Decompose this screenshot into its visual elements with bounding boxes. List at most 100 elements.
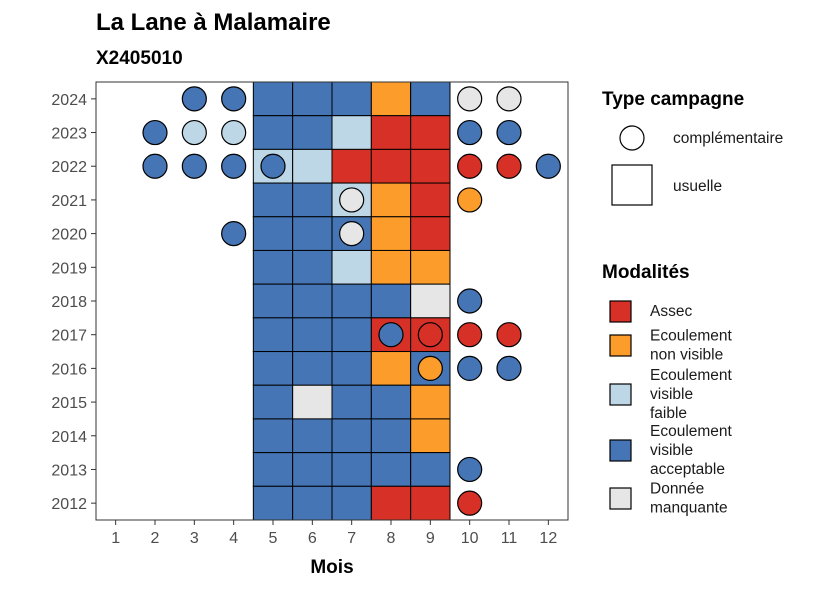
tile-2013-8 — [370, 452, 412, 487]
x-tick-label: 9 — [426, 530, 435, 547]
point-2024-4 — [221, 86, 247, 112]
y-tick-label: 2017 — [51, 328, 87, 345]
tile-2022-9 — [410, 148, 451, 184]
tile-2015-9 — [410, 384, 451, 420]
legend-key-assec — [609, 300, 632, 323]
tile-2023-9 — [410, 115, 451, 150]
tile-2021-5 — [252, 182, 294, 218]
tile-2013-7 — [331, 452, 372, 487]
x-tick-label: 1 — [111, 530, 120, 547]
tile-2013-9 — [410, 452, 451, 487]
tile-2023-5 — [252, 115, 294, 150]
x-tick-label: 4 — [229, 530, 238, 547]
tile-2012-9 — [410, 485, 451, 521]
tile-2018-7 — [331, 283, 372, 319]
point-2022-4 — [221, 153, 247, 179]
tile-2018-8 — [370, 283, 412, 319]
point-2022-2 — [142, 153, 168, 179]
tile-2022-8 — [370, 148, 412, 184]
tile-2014-9 — [410, 418, 451, 454]
tile-2012-7 — [331, 485, 372, 521]
legend-label-complementaire: complémentaire — [673, 130, 783, 147]
tile-2020-8 — [370, 216, 412, 251]
legend-title-type-campagne: Type campagne — [602, 89, 744, 110]
y-tick-label: 2020 — [51, 227, 87, 244]
tile-2024-7 — [331, 81, 372, 117]
legend-key-faible — [609, 383, 632, 406]
point-2023-2 — [142, 119, 168, 146]
x-tick-label: 5 — [269, 530, 278, 547]
x-tick-label: 11 — [501, 530, 518, 547]
y-tick-label: 2019 — [51, 260, 87, 277]
tile-2016-5 — [252, 351, 294, 386]
tile-2024-6 — [292, 81, 333, 117]
legend-key-usuelle — [611, 164, 653, 206]
point-2016-11 — [496, 355, 522, 381]
y-tick-label: 2016 — [51, 361, 87, 378]
tile-2023-6 — [292, 115, 333, 150]
point-2023-4 — [221, 119, 247, 146]
x-tick-label: 8 — [387, 530, 396, 547]
x-axis-title: Mois — [310, 557, 353, 578]
tile-2024-8 — [370, 81, 412, 117]
tile-2012-8 — [370, 485, 412, 521]
legend-label-faible: faible — [650, 405, 687, 422]
x-tick-label: 12 — [539, 530, 557, 547]
point-2017-8 — [378, 322, 404, 348]
y-tick-label: 2018 — [51, 294, 87, 311]
legend-label-faible: Ecoulement — [650, 367, 733, 384]
tile-2015-5 — [252, 384, 294, 420]
tile-2023-7 — [331, 115, 372, 150]
legend-title-modalites: Modalités — [602, 262, 690, 283]
legend-label-manquante: Donnée — [650, 481, 704, 498]
tile-2021-8 — [370, 182, 412, 218]
tile-2013-6 — [292, 452, 333, 487]
tile-2017-7 — [331, 317, 372, 353]
legend-modalites: Assec Ecoulement non visible Ecoulement visi… — [609, 300, 733, 517]
y-tick-label: 2024 — [51, 92, 87, 109]
point-2024-10 — [457, 86, 483, 112]
point-2021-10 — [457, 187, 483, 213]
tile-2020-6 — [292, 216, 333, 251]
point-2022-5 — [260, 153, 286, 179]
legend-label-assec: Assec — [650, 303, 692, 320]
tile-2015-8 — [370, 384, 412, 420]
tile-2014-7 — [331, 418, 372, 454]
y-axis: 2024 2023 2022 2021 2020 2019 2018 2017 2016 2015… — [51, 92, 96, 513]
legend-label-manquante: manquante — [650, 500, 728, 517]
point-2020-7 — [339, 221, 365, 247]
tile-2013-5 — [252, 452, 294, 487]
chart-title: La Lane à Malamaire — [96, 9, 331, 36]
point-2024-3 — [181, 86, 207, 112]
chart-subtitle: X2405010 — [96, 48, 183, 69]
tile-2017-6 — [292, 317, 333, 353]
legend-key-complementaire — [619, 125, 645, 151]
point-2016-9 — [417, 355, 443, 381]
point-2017-10 — [457, 322, 483, 348]
point-2013-10 — [457, 456, 483, 483]
legend-key-acceptable — [609, 439, 632, 462]
y-tick-label: 2022 — [51, 159, 87, 176]
point-2022-11 — [496, 153, 522, 179]
tile-2020-9 — [410, 216, 451, 251]
tile-2019-5 — [252, 249, 294, 285]
tile-2012-6 — [292, 485, 333, 521]
legend-label-acceptable: acceptable — [650, 461, 725, 478]
tile-2022-6 — [292, 148, 333, 184]
point-2016-10 — [457, 355, 483, 381]
tile-2016-7 — [331, 351, 372, 386]
point-2017-9 — [417, 322, 443, 348]
tile-2014-5 — [252, 418, 294, 454]
tile-2019-6 — [292, 249, 333, 285]
tile-2018-9 — [410, 283, 451, 319]
circles-layer — [142, 86, 561, 516]
x-tick-label: 3 — [190, 530, 199, 547]
tile-2024-9 — [410, 81, 451, 117]
tile-2014-6 — [292, 418, 333, 454]
legend-label-usuelle: usuelle — [673, 178, 722, 195]
legend-key-nonvisible — [609, 334, 632, 357]
x-tick-label: 7 — [347, 530, 356, 547]
legend-label-acceptable: Ecoulement — [650, 423, 733, 440]
tile-2012-5 — [252, 485, 294, 521]
tile-2019-7 — [331, 249, 372, 285]
